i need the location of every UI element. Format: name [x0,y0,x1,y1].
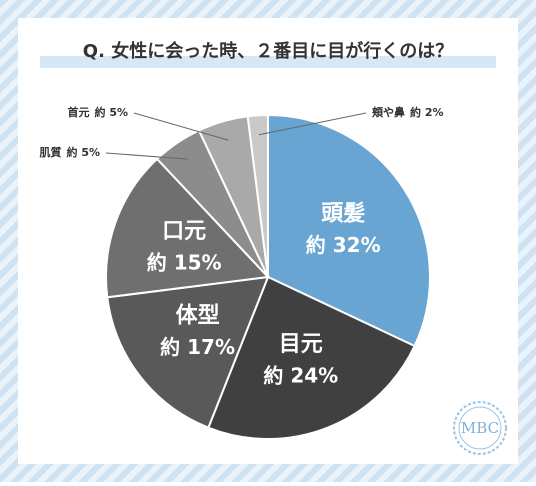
pie-slice [246,113,269,278]
value-label: 約 32% [306,233,381,257]
chart-title: Q. 女性に会った時、２番目に目が行くのは？ [83,40,453,62]
value-label: 約 5% [94,105,128,119]
category-label: 肌質 [38,145,61,159]
leader-line [105,152,188,160]
leader-line [133,112,229,141]
slice-label: 頬や鼻約 2% [372,105,444,119]
category-label: 目元 [279,332,323,357]
value-label: 約 15% [147,250,222,274]
category-label: 体型 [176,304,220,329]
leader-line [258,112,367,136]
category-label: 頬や鼻 [372,105,405,119]
slice-label: 肌質約 5% [38,145,100,159]
pie-slice [105,157,271,299]
value-label: 約 17% [160,335,235,359]
logo-text: MBC [461,419,499,437]
value-label: 約 2% [410,105,444,119]
pie-slice [267,113,431,348]
pie-slice [207,275,416,440]
logo: MBC [453,401,507,455]
title-highlight [40,56,496,68]
category-label: 頭髪 [321,201,365,226]
value-label: 約 24% [263,363,338,387]
value-label: 約 5% [66,145,100,159]
pie-slice [106,275,270,429]
category-label: 首元 [67,105,89,119]
slice-label: 首元約 5% [67,105,128,119]
category-label: 口元 [162,219,206,244]
